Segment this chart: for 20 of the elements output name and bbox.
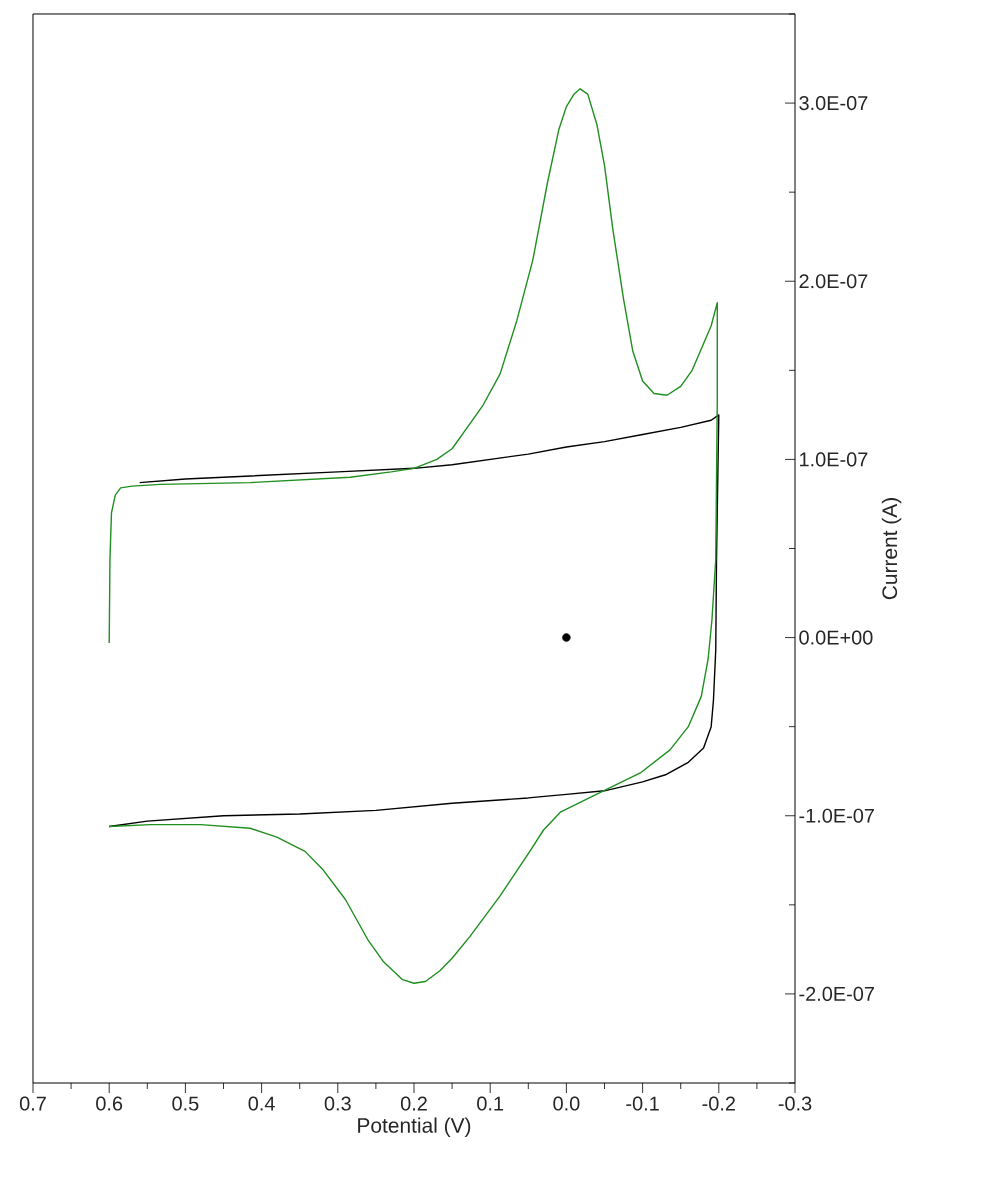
- y-tick-label: 1.0E-07: [800, 452, 868, 467]
- x-tick-label: -0.3: [778, 1096, 812, 1111]
- x-tick-label: 0.7: [19, 1096, 46, 1111]
- x-tick-label: 0.5: [172, 1096, 199, 1111]
- y-tick-label: 2.0E-07: [799, 274, 868, 289]
- x-tick-label: 0.0: [553, 1096, 580, 1111]
- x-tick-label: 0.3: [324, 1096, 351, 1111]
- y-tick-label: 3.0E-07: [799, 96, 868, 111]
- x-tick-label: 0.4: [248, 1096, 275, 1111]
- x-axis-title: Potential (V): [358, 1117, 471, 1137]
- x-tick-label: 0.1: [477, 1096, 504, 1111]
- x-tick-label: -0.2: [702, 1096, 735, 1111]
- x-tick-label: 0.2: [400, 1096, 427, 1111]
- x-tick-label: -0.1: [626, 1096, 659, 1111]
- y-tick-label: -2.0E-07: [799, 986, 874, 1001]
- y-axis-title: Current (A): [881, 498, 902, 600]
- line-series: [108, 88, 718, 984]
- y-tick-label: -1.0E-07: [799, 808, 874, 823]
- x-tick-label: 0.6: [96, 1096, 123, 1111]
- y-tick-label: 0.0E+00: [799, 630, 873, 645]
